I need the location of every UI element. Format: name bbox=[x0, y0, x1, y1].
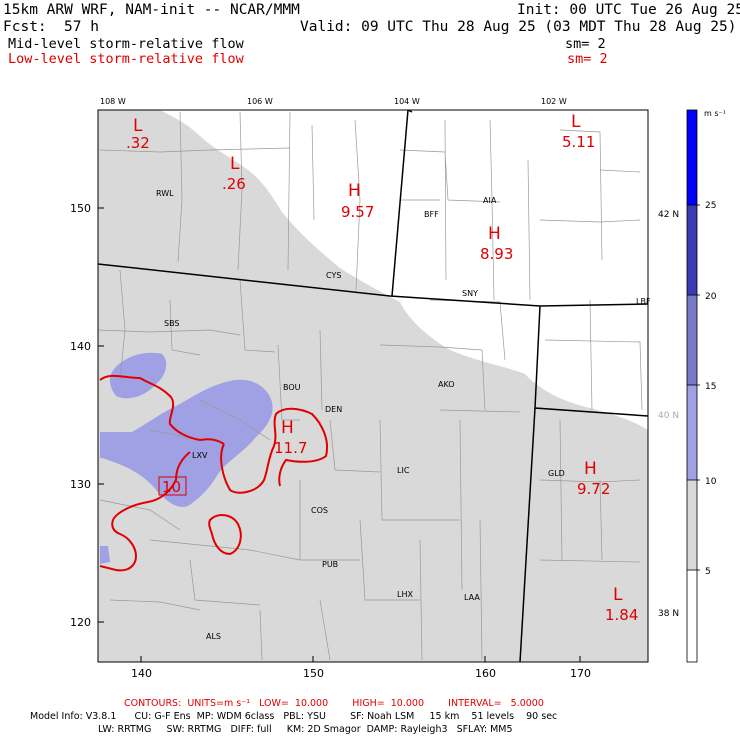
station-gld: GLD bbox=[548, 469, 565, 478]
station-lbf: LBF bbox=[636, 297, 651, 306]
colorbar-label-10: 10 bbox=[705, 477, 717, 487]
field-low-level: Low-level storm-relative flow bbox=[8, 51, 244, 67]
colorbar-15-20 bbox=[687, 295, 697, 385]
lat-42n: 42 N bbox=[658, 210, 679, 220]
lon-102w: 102 W bbox=[541, 97, 567, 106]
lon-104w: 104 W bbox=[394, 97, 420, 106]
valid-time: Valid: 09 UTC Thu 28 Aug 25 (03 MDT Thu … bbox=[300, 19, 737, 35]
colorbar-label-5: 5 bbox=[705, 567, 711, 577]
lon-108w: 108 W bbox=[100, 97, 126, 106]
high-letter-3: H bbox=[281, 418, 294, 438]
y-tick-120: 120 bbox=[70, 616, 91, 629]
low-value-1: .32 bbox=[126, 134, 150, 152]
high-value-2: 8.93 bbox=[480, 245, 513, 263]
low-value-3: 5.11 bbox=[562, 133, 595, 151]
frame-ticks bbox=[98, 207, 581, 662]
colorbar-label-20: 20 bbox=[705, 292, 717, 302]
colorbar-25-plus bbox=[687, 110, 697, 205]
lon-106w: 106 W bbox=[247, 97, 273, 106]
high-value-4: 9.72 bbox=[577, 480, 610, 498]
low-value-4: 1.84 bbox=[605, 606, 638, 624]
x-tick-170: 170 bbox=[570, 667, 591, 680]
field-mid-level: Mid-level storm-relative flow bbox=[8, 36, 244, 52]
station-lxv: LXV bbox=[192, 451, 208, 460]
station-lic: LIC bbox=[397, 466, 410, 475]
x-tick-150: 150 bbox=[303, 667, 324, 680]
colorbar-5-10 bbox=[687, 480, 697, 570]
map-area bbox=[98, 110, 648, 662]
station-ako: AKO bbox=[438, 380, 455, 389]
station-bff: BFF bbox=[424, 210, 439, 219]
map-frame bbox=[97, 109, 649, 663]
high-value-3: 11.7 bbox=[274, 439, 307, 457]
high-letter-2: H bbox=[488, 224, 501, 244]
contours-info: CONTOURS: UNITS=m s⁻¹ LOW= 10.000 HIGH= … bbox=[124, 698, 544, 709]
lat-40n: 40 N bbox=[658, 411, 679, 421]
lavender-shade-main bbox=[100, 379, 273, 507]
field-mid-level-sm: sm= 2 bbox=[565, 36, 606, 52]
contour-label: 10 bbox=[162, 478, 181, 496]
station-sny: SNY bbox=[462, 289, 478, 298]
lavender-shade-west bbox=[109, 352, 167, 399]
station-den: DEN bbox=[325, 405, 342, 414]
station-als: ALS bbox=[206, 632, 221, 641]
colorbar-label-25: 25 bbox=[705, 201, 716, 211]
x-tick-160: 160 bbox=[475, 667, 496, 680]
init-time: Init: 00 UTC Tue 26 Aug 25 bbox=[517, 2, 740, 18]
station-labels: RWL CYS BFF AIA SNY LBF SBS BOU DEN AKO … bbox=[156, 189, 651, 641]
colorbar-0-5 bbox=[687, 570, 697, 662]
colorbar-unit: m s⁻¹ bbox=[704, 109, 726, 118]
lat-38n: 38 N bbox=[658, 609, 679, 619]
x-tick-140: 140 bbox=[131, 667, 152, 680]
y-tick-140: 140 bbox=[70, 340, 91, 353]
high-value-1: 9.57 bbox=[341, 203, 374, 221]
colorbar-10-15 bbox=[687, 385, 697, 480]
model-info-line2: LW: RRTMG SW: RRTMG DIFF: full KM: 2D Sm… bbox=[98, 724, 513, 735]
model-info-line1: Model Info: V3.8.1 CU: G-F Ens MP: WDM 6… bbox=[30, 711, 558, 722]
station-cos: COS bbox=[311, 506, 328, 515]
model-title: 15km ARW WRF, NAM-init -- NCAR/MMM bbox=[3, 2, 300, 18]
county-lines bbox=[98, 111, 643, 661]
low-letter-1: L bbox=[133, 116, 143, 136]
state-boundaries bbox=[98, 110, 648, 662]
low-level-contours bbox=[99, 374, 328, 572]
forecast-hour: 57 h bbox=[64, 19, 99, 35]
station-sbs: SBS bbox=[164, 319, 180, 328]
lavender-shade-edge bbox=[100, 546, 110, 564]
low-letter-4: L bbox=[613, 585, 623, 605]
forecast-label: Fcst: bbox=[3, 19, 47, 35]
colorbar-20-25 bbox=[687, 205, 697, 295]
field-low-level-sm: sm= 2 bbox=[567, 51, 608, 67]
highs-lows: L .32 L .26 H 9.57 L 5.11 H 8.93 H 11.7 … bbox=[126, 112, 638, 624]
station-aia: AIA bbox=[483, 196, 497, 205]
gray-shade-region bbox=[98, 110, 648, 662]
colorbar: m s⁻¹ 25 20 15 10 5 bbox=[686, 109, 726, 663]
high-letter-1: H bbox=[348, 181, 361, 201]
high-letter-4: H bbox=[584, 459, 597, 479]
station-lhx: LHX bbox=[397, 590, 413, 599]
contour-label-box bbox=[158, 476, 187, 496]
colorbar-label-15: 15 bbox=[705, 382, 716, 392]
station-bou: BOU bbox=[283, 383, 301, 392]
station-cys: CYS bbox=[326, 271, 341, 280]
y-tick-150: 150 bbox=[70, 202, 91, 215]
station-laa: LAA bbox=[464, 593, 480, 602]
station-pub: PUB bbox=[322, 560, 338, 569]
low-value-2: .26 bbox=[222, 175, 246, 193]
y-tick-130: 130 bbox=[70, 478, 91, 491]
low-letter-2: L bbox=[230, 154, 240, 174]
low-letter-3: L bbox=[571, 112, 581, 132]
station-rwl: RWL bbox=[156, 189, 174, 198]
